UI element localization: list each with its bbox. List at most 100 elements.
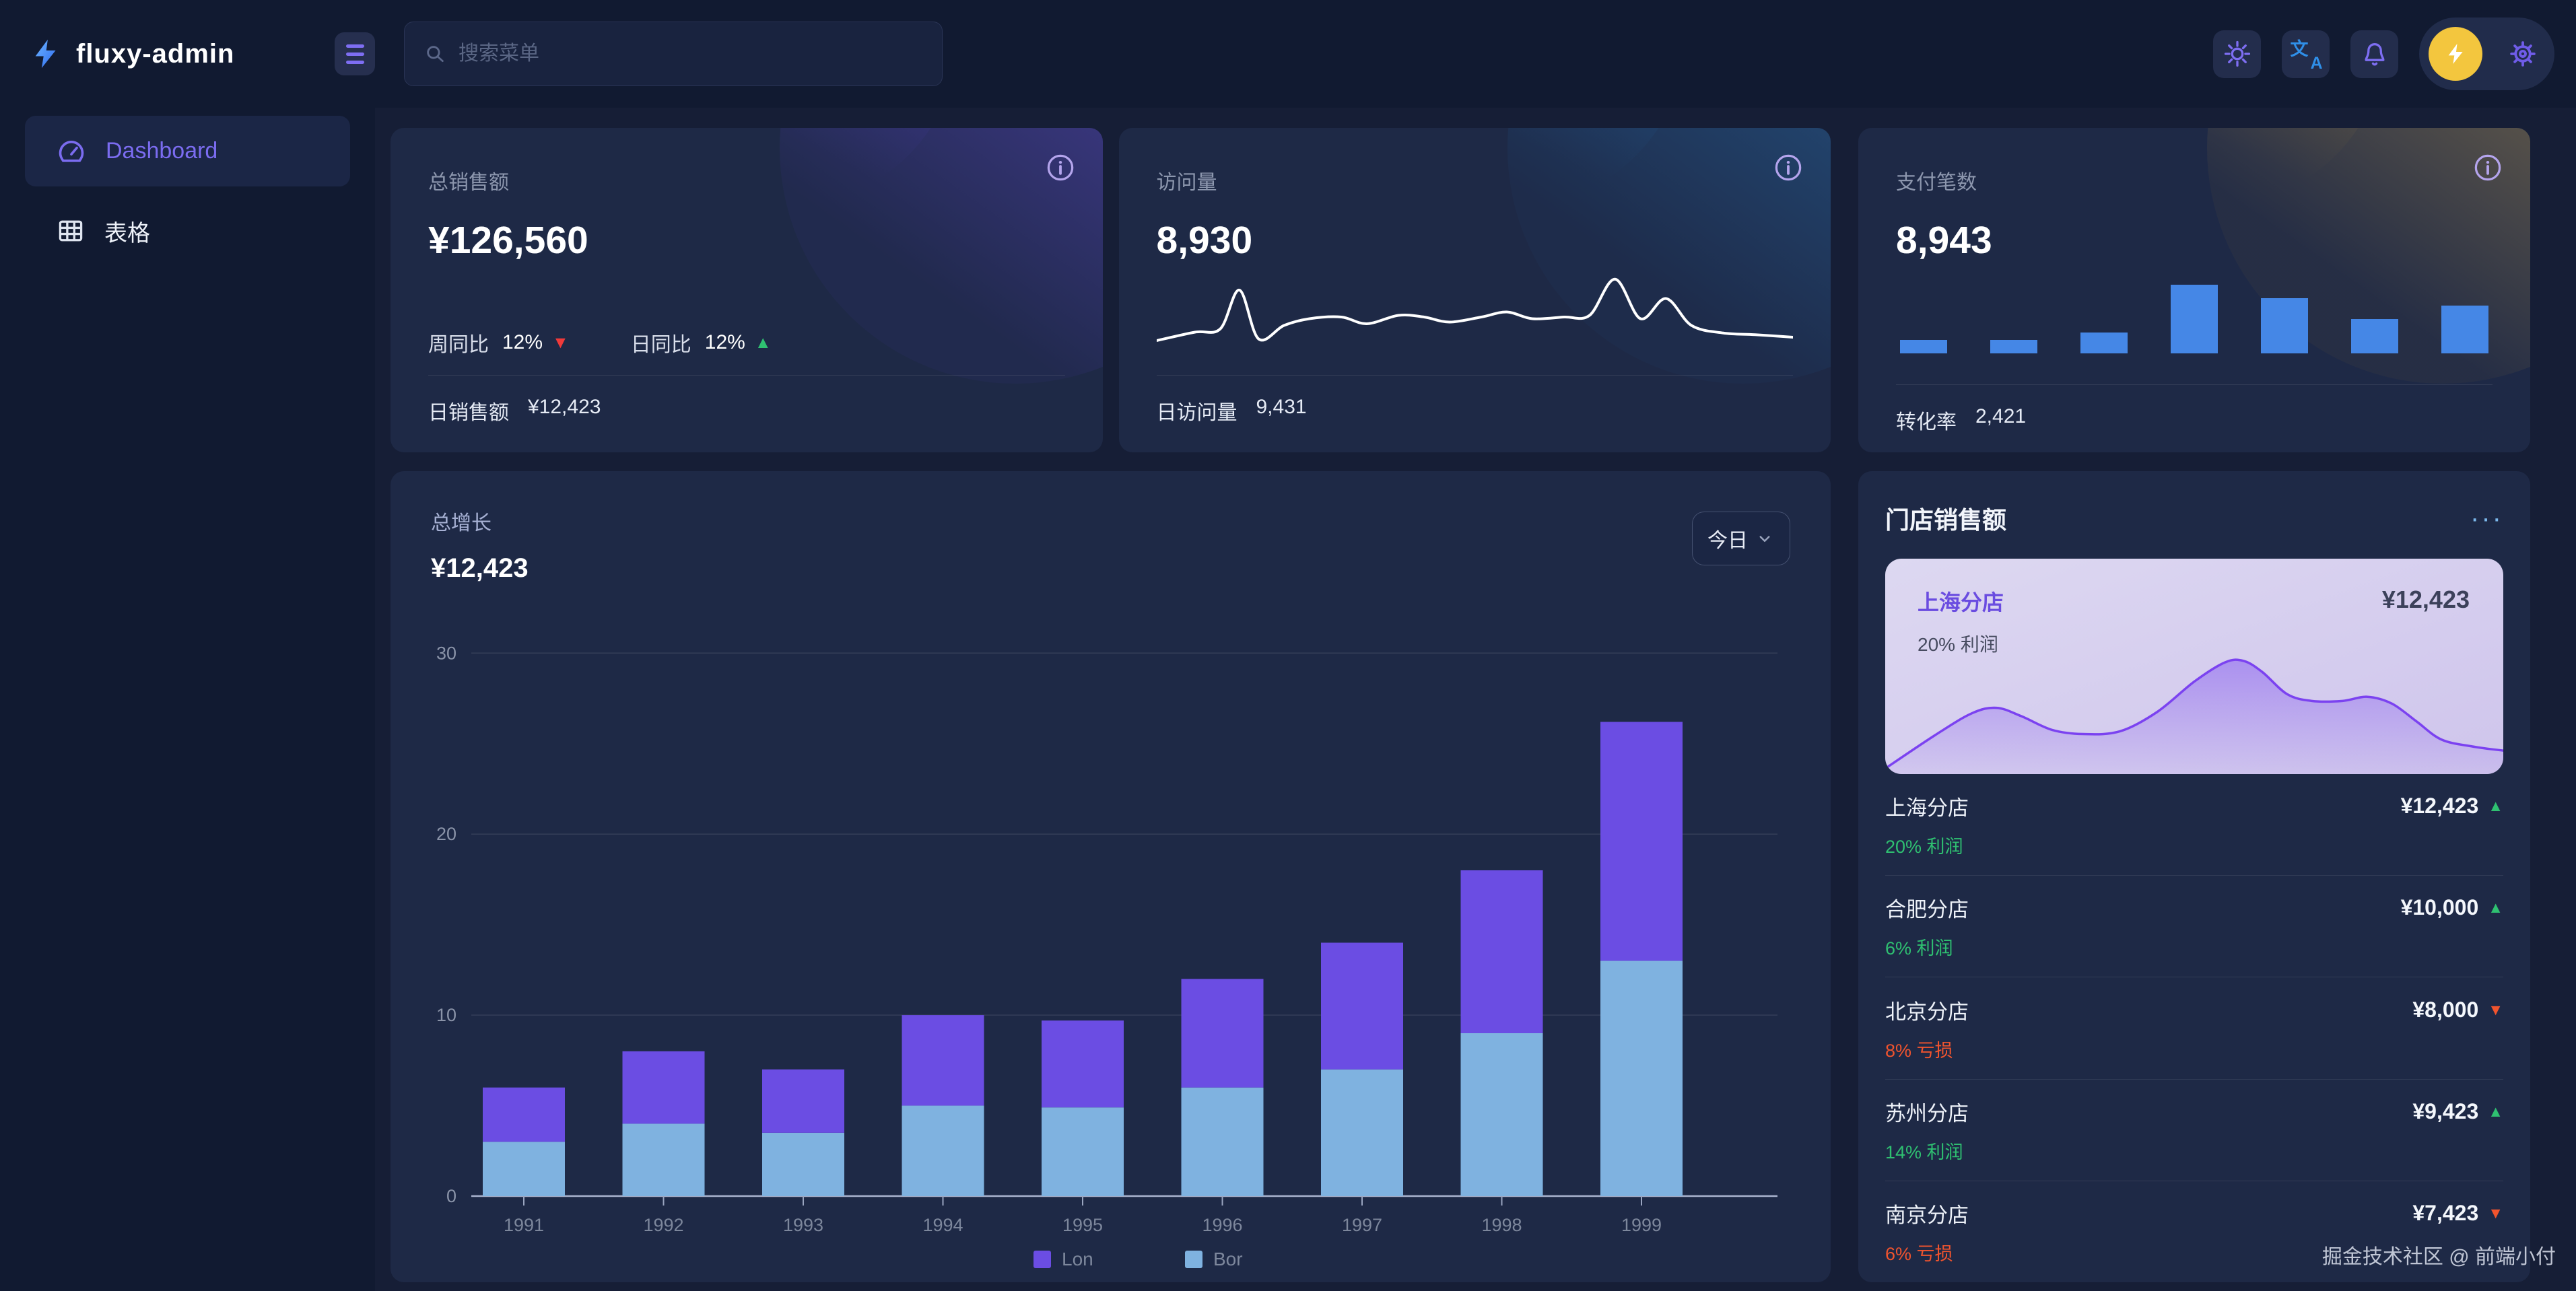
growth-chart-card: 总增长 ¥12,423 今日 0 10 20 30 1991 1992 1993 1994 19… bbox=[391, 471, 1831, 1282]
stores-panel: 门店销售额 ··· 上海分店 ¥12,423 20% 利润 bbox=[1858, 471, 2530, 1282]
growth-chart-value: ¥12,423 bbox=[431, 553, 529, 583]
range-select-value: 今日 bbox=[1707, 530, 1748, 552]
svg-text:1996: 1996 bbox=[1202, 1215, 1242, 1235]
sun-icon bbox=[2224, 40, 2250, 67]
store-row[interactable]: 上海分店 ¥12,423 ▲ 20% 利润 bbox=[1885, 774, 2503, 876]
watermark: 掘金技术社区 @ 前端小付 bbox=[2321, 1246, 2556, 1268]
stat-footer-value: 2,421 bbox=[1975, 405, 2027, 427]
store-value: ¥9,423 bbox=[2412, 1098, 2479, 1123]
svg-text:Bor: Bor bbox=[1213, 1249, 1243, 1269]
stat-value: 8,930 bbox=[1156, 219, 1253, 262]
range-select-button[interactable]: 今日 bbox=[1692, 512, 1790, 565]
gear-icon bbox=[2510, 41, 2536, 67]
stat-card-payments: 支付笔数 8,943 转化率 2,421 bbox=[1858, 128, 2530, 452]
search-bar[interactable] bbox=[404, 22, 943, 86]
visits-sparkline-chart bbox=[1157, 267, 1794, 351]
mini-bar bbox=[2171, 285, 2218, 353]
trend-down-triangle-icon: ▼ bbox=[552, 333, 569, 352]
store-row[interactable]: 苏州分店 ¥9,423 ▲ 14% 利润 bbox=[1885, 1080, 2503, 1181]
store-name: 北京分店 bbox=[1885, 1000, 1969, 1024]
stat-card-visits: 访问量 8,930 日访问量 9,431 bbox=[1118, 128, 1831, 452]
trend-up-triangle-icon: ▲ bbox=[754, 333, 772, 352]
stat-footer-value: ¥12,423 bbox=[528, 396, 601, 418]
app-title: fluxy-admin bbox=[76, 38, 235, 69]
store-note: 20% 利润 bbox=[1885, 837, 1963, 858]
payments-mini-bar-chart bbox=[1896, 263, 2493, 353]
store-down-triangle-icon: ▼ bbox=[2488, 1000, 2503, 1018]
store-note: 14% 利润 bbox=[1885, 1142, 1963, 1162]
trend-value: 12% bbox=[502, 331, 543, 353]
featured-store-note: 20% 利润 bbox=[1918, 634, 1998, 655]
stores-panel-title: 门店销售额 bbox=[1885, 506, 2007, 534]
store-value: ¥8,000 bbox=[2412, 997, 2479, 1022]
mini-bar bbox=[2080, 333, 2128, 353]
divider bbox=[1896, 384, 2493, 385]
store-name: 合肥分店 bbox=[1885, 898, 1969, 922]
featured-store-card[interactable]: 上海分店 ¥12,423 20% 利润 bbox=[1885, 559, 2503, 774]
trend-item: 周同比 12% ▼ bbox=[428, 328, 569, 357]
stat-footer-label: 日访问量 bbox=[1156, 402, 1238, 424]
svg-text:1994: 1994 bbox=[922, 1215, 963, 1235]
bell-icon bbox=[2365, 43, 2384, 66]
sidebar: Dashboard 表格 bbox=[0, 108, 375, 1291]
app-logo: fluxy-admin bbox=[30, 38, 335, 69]
sidebar-item-table[interactable]: 表格 bbox=[25, 207, 350, 255]
growth-stacked-bar-chart: 0 10 20 30 1991 1992 1993 1994 1995 1996 1997 1998 1… bbox=[436, 643, 1777, 1269]
store-value: ¥12,423 bbox=[2400, 794, 2479, 818]
stat-footer: 转化率 2,421 bbox=[1896, 385, 2493, 435]
stat-value: ¥126,560 bbox=[428, 219, 588, 262]
info-icon[interactable] bbox=[1045, 152, 1076, 186]
stat-card-total-sales: 总销售额 ¥126,560 周同比 12% ▼ 日同比 12% ▲ 日销售额 ¥12,42… bbox=[391, 128, 1103, 452]
store-row[interactable]: 合肥分店 ¥10,000 ▲ 6% 利润 bbox=[1885, 876, 2503, 978]
svg-text:0: 0 bbox=[446, 1186, 456, 1206]
mini-bar bbox=[2261, 298, 2308, 353]
chevron-down-icon bbox=[1759, 536, 1770, 542]
stat-title: 支付笔数 bbox=[1896, 172, 1977, 194]
info-icon[interactable] bbox=[1773, 152, 1804, 186]
lightning-badge-icon bbox=[2429, 27, 2482, 81]
store-up-triangle-icon: ▲ bbox=[2488, 1102, 2503, 1120]
stat-footer: 日销售额 ¥12,423 bbox=[428, 376, 1065, 425]
store-name: 上海分店 bbox=[1885, 796, 1969, 821]
trend-item: 日同比 12% ▲ bbox=[631, 328, 772, 357]
store-name: 南京分店 bbox=[1885, 1203, 1969, 1227]
svg-text:1993: 1993 bbox=[783, 1215, 823, 1235]
stat-title: 总销售额 bbox=[428, 172, 509, 194]
store-area-chart bbox=[1885, 636, 2503, 774]
main-content: 总销售额 ¥126,560 周同比 12% ▼ 日同比 12% ▲ 日销售额 ¥12,42… bbox=[375, 108, 2576, 1291]
svg-text:1995: 1995 bbox=[1062, 1215, 1103, 1235]
notifications-button[interactable] bbox=[2350, 30, 2398, 78]
mini-bar bbox=[1990, 339, 2037, 353]
svg-text:Lon: Lon bbox=[1062, 1249, 1093, 1269]
stat-footer-label: 转化率 bbox=[1896, 411, 1957, 433]
more-options-button[interactable]: ··· bbox=[2470, 503, 2503, 533]
theme-light-button[interactable] bbox=[2213, 30, 2261, 78]
store-up-triangle-icon: ▲ bbox=[2488, 899, 2503, 917]
growth-chart-title: 总增长 bbox=[431, 512, 492, 534]
svg-text:1997: 1997 bbox=[1342, 1215, 1382, 1235]
svg-text:30: 30 bbox=[436, 643, 456, 663]
trend-label: 周同比 bbox=[428, 334, 489, 356]
store-row[interactable]: 南京分店 ¥7,423 ▼ 6% 亏损 bbox=[1885, 1181, 2503, 1282]
store-note: 8% 亏损 bbox=[1885, 1040, 1953, 1061]
store-note: 6% 亏损 bbox=[1885, 1243, 1953, 1264]
logo-lightning-icon bbox=[35, 39, 56, 69]
sidebar-item-dashboard[interactable]: Dashboard bbox=[25, 116, 350, 186]
stat-footer-value: 9,431 bbox=[1256, 396, 1307, 418]
search-input[interactable] bbox=[459, 42, 923, 65]
mini-bar bbox=[1900, 339, 1947, 353]
store-value: ¥10,000 bbox=[2400, 895, 2479, 920]
info-icon[interactable] bbox=[2472, 152, 2503, 186]
menu-toggle-button[interactable] bbox=[335, 32, 375, 75]
store-note: 6% 利润 bbox=[1885, 938, 1953, 959]
theme-toggle-pill[interactable] bbox=[2419, 18, 2554, 90]
sidebar-item-label: Dashboard bbox=[106, 138, 218, 164]
stat-title: 访问量 bbox=[1156, 172, 1217, 194]
store-row[interactable]: 北京分店 ¥8,000 ▼ 8% 亏损 bbox=[1885, 977, 2503, 1080]
sidebar-item-label: 表格 bbox=[104, 220, 150, 246]
store-up-triangle-icon: ▲ bbox=[2488, 797, 2503, 815]
hamburger-icon bbox=[345, 44, 364, 48]
